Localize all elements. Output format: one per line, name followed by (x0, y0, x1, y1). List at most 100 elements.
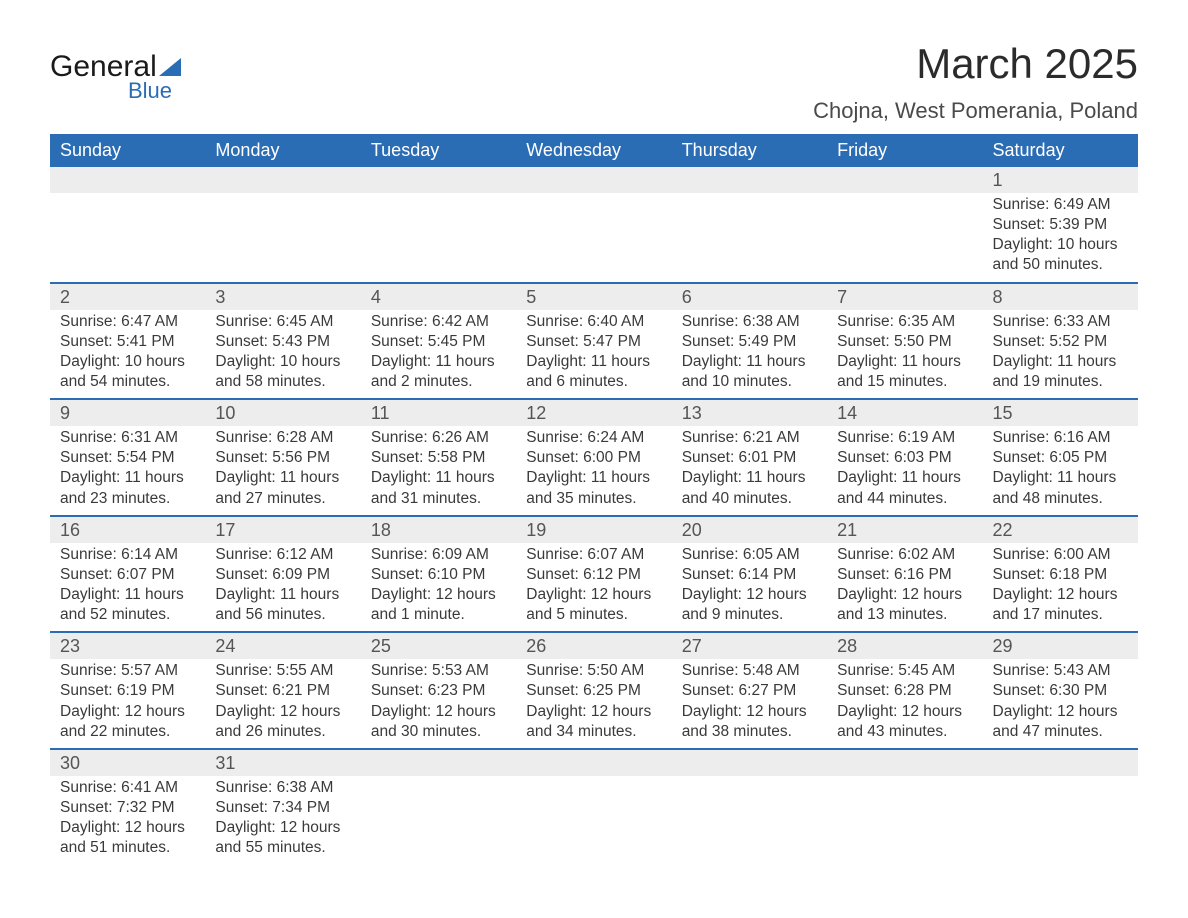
day-content-cell (516, 776, 671, 865)
sunset-line: Sunset: 6:07 PM (60, 565, 195, 585)
day-number-cell: 2 (50, 283, 205, 310)
day-number-cell (361, 749, 516, 776)
day-number-cell: 19 (516, 516, 671, 543)
sunrise-line: Sunrise: 6:19 AM (837, 428, 972, 448)
sunset-line: Sunset: 5:41 PM (60, 332, 195, 352)
calendar-table: Sunday Monday Tuesday Wednesday Thursday… (50, 134, 1138, 864)
daylight-line: Daylight: 11 hours and 23 minutes. (60, 468, 195, 508)
sunset-line: Sunset: 6:10 PM (371, 565, 506, 585)
week-content-row: Sunrise: 6:47 AMSunset: 5:41 PMDaylight:… (50, 310, 1138, 400)
daylight-line: Daylight: 11 hours and 6 minutes. (526, 352, 661, 392)
day-content-cell: Sunrise: 6:47 AMSunset: 5:41 PMDaylight:… (50, 310, 205, 400)
week-daynum-row: 9101112131415 (50, 399, 1138, 426)
sunset-line: Sunset: 6:00 PM (526, 448, 661, 468)
day-content-cell: Sunrise: 6:40 AMSunset: 5:47 PMDaylight:… (516, 310, 671, 400)
day-number-cell: 6 (672, 283, 827, 310)
day-content-cell (361, 776, 516, 865)
day-number-cell (361, 167, 516, 193)
sunrise-line: Sunrise: 6:21 AM (682, 428, 817, 448)
day-content-cell (50, 193, 205, 283)
daylight-line: Daylight: 12 hours and 17 minutes. (993, 585, 1128, 625)
day-number-cell: 16 (50, 516, 205, 543)
day-content-cell: Sunrise: 5:55 AMSunset: 6:21 PMDaylight:… (205, 659, 360, 749)
week-content-row: Sunrise: 6:41 AMSunset: 7:32 PMDaylight:… (50, 776, 1138, 865)
sunrise-line: Sunrise: 6:00 AM (993, 545, 1128, 565)
sunrise-line: Sunrise: 6:28 AM (215, 428, 350, 448)
sunset-line: Sunset: 5:43 PM (215, 332, 350, 352)
sunrise-line: Sunrise: 6:35 AM (837, 312, 972, 332)
day-content-cell (983, 776, 1138, 865)
sunrise-line: Sunrise: 6:16 AM (993, 428, 1128, 448)
sunrise-line: Sunrise: 6:26 AM (371, 428, 506, 448)
daylight-line: Daylight: 10 hours and 58 minutes. (215, 352, 350, 392)
day-content-cell: Sunrise: 6:05 AMSunset: 6:14 PMDaylight:… (672, 543, 827, 633)
day-number-cell (672, 167, 827, 193)
daylight-line: Daylight: 12 hours and 13 minutes. (837, 585, 972, 625)
day-content-cell (672, 776, 827, 865)
sunset-line: Sunset: 6:16 PM (837, 565, 972, 585)
day-content-cell: Sunrise: 6:07 AMSunset: 6:12 PMDaylight:… (516, 543, 671, 633)
logo-text-blue: Blue (128, 78, 181, 104)
day-content-cell (361, 193, 516, 283)
sunrise-line: Sunrise: 6:05 AM (682, 545, 817, 565)
day-number-cell: 7 (827, 283, 982, 310)
day-number-cell: 24 (205, 632, 360, 659)
day-content-cell (205, 193, 360, 283)
logo: General Blue (50, 50, 181, 104)
daylight-line: Daylight: 11 hours and 31 minutes. (371, 468, 506, 508)
page-title: March 2025 (813, 40, 1138, 88)
day-number-cell: 9 (50, 399, 205, 426)
daylight-line: Daylight: 10 hours and 54 minutes. (60, 352, 195, 392)
week-content-row: Sunrise: 5:57 AMSunset: 6:19 PMDaylight:… (50, 659, 1138, 749)
day-content-cell: Sunrise: 5:45 AMSunset: 6:28 PMDaylight:… (827, 659, 982, 749)
sunrise-line: Sunrise: 6:38 AM (215, 778, 350, 798)
sunset-line: Sunset: 5:50 PM (837, 332, 972, 352)
daylight-line: Daylight: 11 hours and 52 minutes. (60, 585, 195, 625)
sunrise-line: Sunrise: 6:14 AM (60, 545, 195, 565)
sunrise-line: Sunrise: 6:09 AM (371, 545, 506, 565)
daylight-line: Daylight: 12 hours and 26 minutes. (215, 702, 350, 742)
day-number-cell: 14 (827, 399, 982, 426)
day-number-cell (516, 749, 671, 776)
sunrise-line: Sunrise: 5:50 AM (526, 661, 661, 681)
sunset-line: Sunset: 6:01 PM (682, 448, 817, 468)
daylight-line: Daylight: 10 hours and 50 minutes. (993, 235, 1128, 275)
day-number-cell: 8 (983, 283, 1138, 310)
sunset-line: Sunset: 6:05 PM (993, 448, 1128, 468)
day-content-cell: Sunrise: 6:26 AMSunset: 5:58 PMDaylight:… (361, 426, 516, 516)
day-content-cell: Sunrise: 6:38 AMSunset: 7:34 PMDaylight:… (205, 776, 360, 865)
daylight-line: Daylight: 11 hours and 48 minutes. (993, 468, 1128, 508)
day-content-cell: Sunrise: 6:33 AMSunset: 5:52 PMDaylight:… (983, 310, 1138, 400)
day-content-cell: Sunrise: 6:12 AMSunset: 6:09 PMDaylight:… (205, 543, 360, 633)
day-number-cell: 12 (516, 399, 671, 426)
day-number-cell: 17 (205, 516, 360, 543)
title-block: March 2025 Chojna, West Pomerania, Polan… (813, 40, 1138, 124)
day-number-cell: 13 (672, 399, 827, 426)
day-content-cell: Sunrise: 6:49 AMSunset: 5:39 PMDaylight:… (983, 193, 1138, 283)
daylight-line: Daylight: 11 hours and 15 minutes. (837, 352, 972, 392)
day-number-cell: 10 (205, 399, 360, 426)
day-number-cell: 28 (827, 632, 982, 659)
day-content-cell (672, 193, 827, 283)
day-content-cell: Sunrise: 6:16 AMSunset: 6:05 PMDaylight:… (983, 426, 1138, 516)
day-content-cell: Sunrise: 6:24 AMSunset: 6:00 PMDaylight:… (516, 426, 671, 516)
sunrise-line: Sunrise: 5:43 AM (993, 661, 1128, 681)
day-content-cell: Sunrise: 6:42 AMSunset: 5:45 PMDaylight:… (361, 310, 516, 400)
day-number-cell: 31 (205, 749, 360, 776)
week-content-row: Sunrise: 6:49 AMSunset: 5:39 PMDaylight:… (50, 193, 1138, 283)
daylight-line: Daylight: 12 hours and 9 minutes. (682, 585, 817, 625)
day-content-cell: Sunrise: 6:41 AMSunset: 7:32 PMDaylight:… (50, 776, 205, 865)
sunset-line: Sunset: 6:09 PM (215, 565, 350, 585)
sunrise-line: Sunrise: 6:31 AM (60, 428, 195, 448)
day-number-cell: 23 (50, 632, 205, 659)
week-daynum-row: 2345678 (50, 283, 1138, 310)
daylight-line: Daylight: 11 hours and 40 minutes. (682, 468, 817, 508)
daylight-line: Daylight: 12 hours and 30 minutes. (371, 702, 506, 742)
day-header: Thursday (672, 134, 827, 167)
daylight-line: Daylight: 11 hours and 56 minutes. (215, 585, 350, 625)
day-number-cell: 18 (361, 516, 516, 543)
header: General Blue March 2025 Chojna, West Pom… (50, 40, 1138, 124)
day-header: Saturday (983, 134, 1138, 167)
sunrise-line: Sunrise: 6:02 AM (837, 545, 972, 565)
daylight-line: Daylight: 11 hours and 44 minutes. (837, 468, 972, 508)
